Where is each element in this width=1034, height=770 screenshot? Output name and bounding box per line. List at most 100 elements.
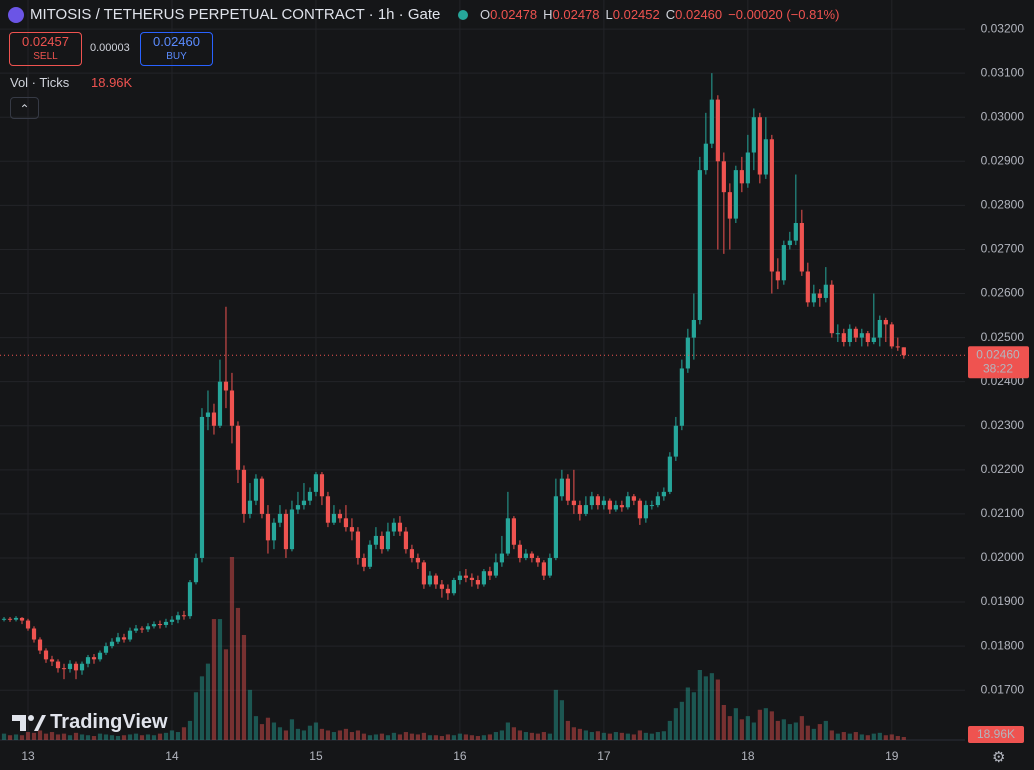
candle-body bbox=[235, 425, 241, 470]
volume-bar bbox=[349, 732, 355, 740]
volume-bar bbox=[169, 730, 175, 740]
candle-body bbox=[403, 531, 409, 550]
volume-bar bbox=[115, 736, 121, 740]
volume-bar bbox=[151, 735, 157, 740]
candle-body bbox=[121, 637, 127, 640]
candle-body bbox=[757, 117, 762, 175]
candle-body bbox=[421, 562, 427, 585]
volume-bar bbox=[499, 730, 505, 740]
x-tick-label: 13 bbox=[21, 749, 35, 763]
ohlc-value: 0.02478 bbox=[552, 7, 600, 22]
buy-button[interactable]: 0.02460 BUY bbox=[140, 32, 213, 66]
volume-bar bbox=[865, 735, 870, 740]
candle-body bbox=[13, 617, 19, 620]
chart-title[interactable]: MITOSIS / TETHERUS PERPETUAL CONTRACT · … bbox=[30, 6, 441, 23]
volume-bar bbox=[829, 730, 834, 740]
y-tick-label: 0.02800 bbox=[981, 198, 1025, 212]
candle-body bbox=[331, 513, 337, 523]
volume-bar bbox=[427, 735, 433, 740]
spread: 0.00003 bbox=[90, 42, 130, 54]
candle-body bbox=[277, 513, 283, 523]
candle-body bbox=[415, 557, 421, 563]
candle-body bbox=[307, 491, 313, 501]
candle-body bbox=[37, 639, 43, 651]
volume-bar bbox=[511, 727, 517, 740]
candle-body bbox=[67, 663, 73, 670]
candle-body bbox=[841, 333, 846, 343]
candle-body bbox=[859, 333, 864, 338]
candle-body bbox=[181, 615, 187, 617]
volume-bar bbox=[757, 709, 762, 740]
volume-bar bbox=[289, 719, 295, 740]
candle-body bbox=[643, 505, 648, 519]
candle-body bbox=[229, 390, 235, 426]
candle-body bbox=[325, 496, 331, 523]
candle-body bbox=[97, 652, 103, 660]
volume-bar bbox=[529, 732, 534, 740]
volume-bar bbox=[313, 722, 319, 740]
volume-bar bbox=[739, 719, 744, 740]
volume-bar bbox=[187, 720, 193, 740]
volume-bar bbox=[547, 733, 552, 740]
volume-bar bbox=[343, 728, 349, 740]
volume-bar bbox=[19, 735, 25, 740]
volume-bar bbox=[715, 679, 720, 740]
candle-body bbox=[475, 580, 481, 585]
volume-bar bbox=[823, 720, 828, 740]
candle-body bbox=[901, 347, 906, 356]
volume-bar bbox=[523, 732, 528, 740]
candle-body bbox=[553, 496, 558, 558]
volume-bar bbox=[433, 735, 439, 740]
candle-body bbox=[805, 271, 810, 303]
volume-bar bbox=[565, 720, 570, 740]
x-tick-label: 17 bbox=[597, 749, 611, 763]
volume-bar bbox=[625, 733, 630, 740]
sell-label: SELL bbox=[33, 51, 58, 62]
candle-body bbox=[259, 478, 265, 514]
y-tick-label: 0.01900 bbox=[981, 594, 1025, 608]
candle-body bbox=[127, 630, 133, 640]
candle-body bbox=[865, 333, 870, 343]
candle-body bbox=[319, 474, 325, 497]
candle-body bbox=[481, 571, 487, 585]
candle-body bbox=[523, 553, 528, 558]
candle-body bbox=[115, 637, 121, 642]
y-tick-label: 0.01800 bbox=[981, 638, 1025, 652]
sell-button[interactable]: 0.02457 SELL bbox=[9, 32, 82, 66]
y-tick-label: 0.03200 bbox=[981, 21, 1025, 35]
volume-bar bbox=[709, 673, 714, 740]
settings-button[interactable]: ⚙ bbox=[992, 749, 1006, 766]
y-tick-label: 0.02100 bbox=[981, 506, 1025, 520]
volume-bar bbox=[247, 689, 253, 740]
volume-bar bbox=[445, 734, 451, 740]
volume-bar bbox=[217, 619, 223, 740]
volume-bar bbox=[697, 669, 702, 740]
volume-bar bbox=[271, 722, 277, 740]
candle-body bbox=[313, 474, 319, 492]
candle-body bbox=[709, 99, 714, 144]
volume-bar bbox=[157, 733, 163, 740]
volume-bar bbox=[781, 719, 786, 740]
volume-bar bbox=[841, 732, 846, 740]
candle-body bbox=[823, 284, 828, 298]
volume-bar bbox=[379, 733, 385, 740]
candle-body bbox=[31, 628, 37, 640]
ohlc-key: C bbox=[665, 7, 676, 22]
candle-body bbox=[193, 557, 199, 583]
candle-body bbox=[487, 571, 493, 576]
candle-body bbox=[601, 500, 606, 506]
candle-body bbox=[559, 478, 564, 497]
candle-body bbox=[517, 544, 523, 558]
volume-bar bbox=[205, 663, 211, 740]
candle-body bbox=[7, 618, 13, 620]
volume-bar bbox=[139, 735, 145, 740]
collapse-button[interactable]: ⌃ bbox=[10, 97, 39, 119]
volume-bar bbox=[295, 728, 301, 740]
volume-bar bbox=[121, 735, 127, 740]
y-tick-label: 0.02600 bbox=[981, 286, 1025, 300]
volume-bar bbox=[79, 734, 85, 740]
candle-body bbox=[175, 615, 181, 620]
watermark: TradingView bbox=[12, 711, 168, 734]
candle-body bbox=[163, 621, 169, 625]
